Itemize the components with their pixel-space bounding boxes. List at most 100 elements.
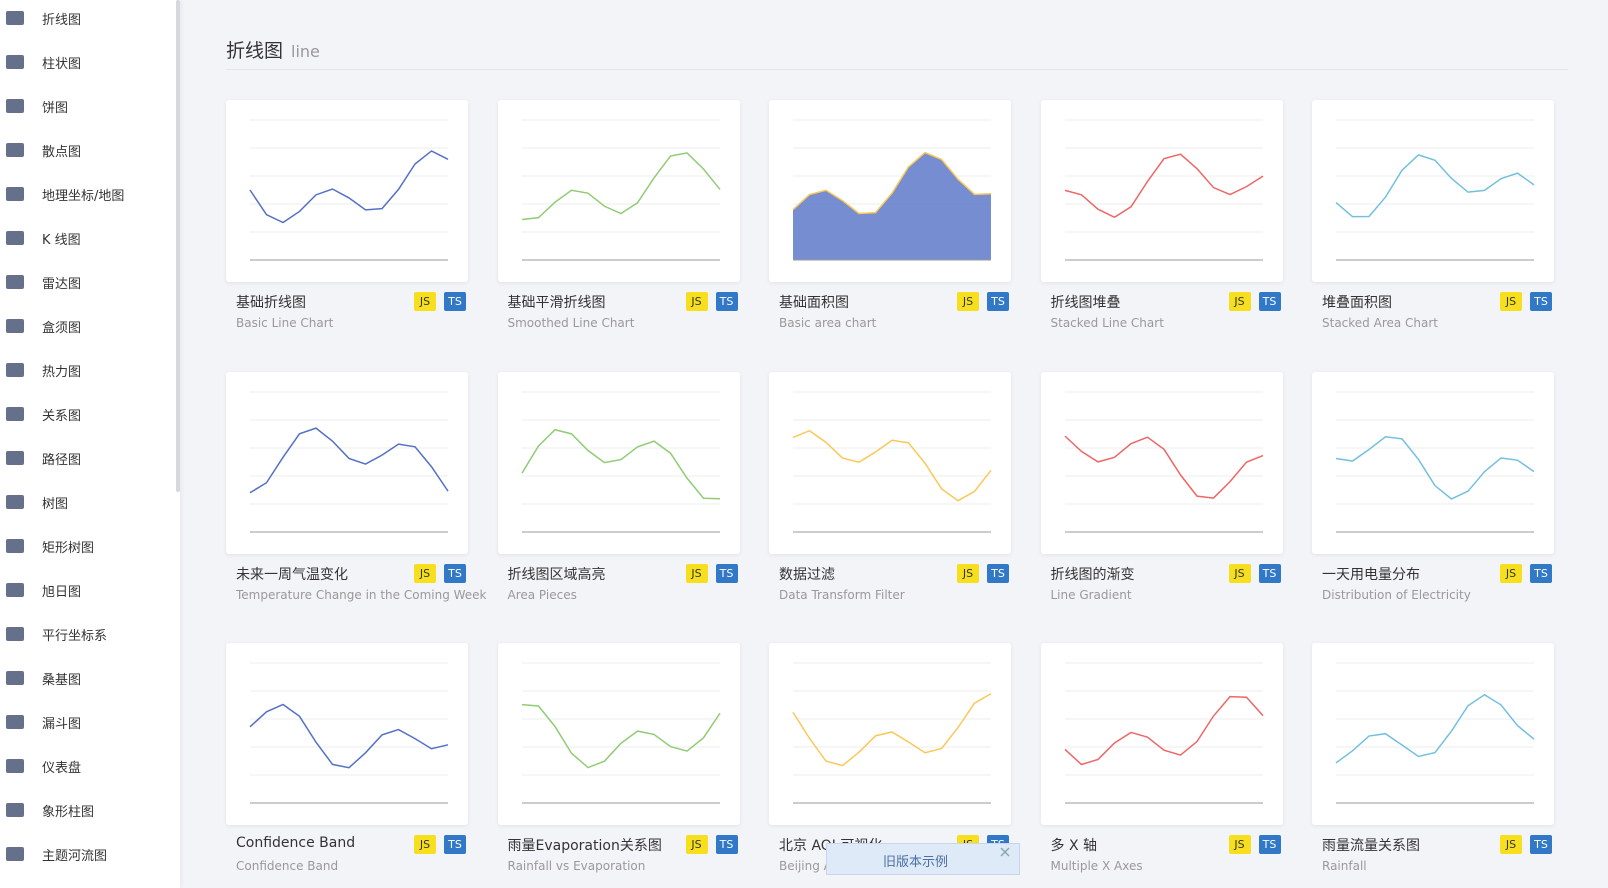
nav-item[interactable]: 旭日图 xyxy=(0,578,81,602)
thumbnail[interactable] xyxy=(226,100,468,282)
js-badge[interactable]: JS xyxy=(414,835,436,854)
card-title[interactable]: 基础面积图 xyxy=(779,295,849,311)
js-badge[interactable]: JS xyxy=(1228,292,1251,311)
nav-item[interactable]: 桑基图 xyxy=(0,666,81,690)
js-badge[interactable]: JS xyxy=(1228,563,1251,583)
nav-label[interactable]: 柱状图 xyxy=(42,56,82,72)
ts-badge[interactable]: TS xyxy=(987,292,1009,311)
close-icon[interactable] xyxy=(999,846,1011,858)
nav-label[interactable]: 散点图 xyxy=(42,144,82,160)
nav-label[interactable]: 地理坐标/地图 xyxy=(42,188,125,204)
card-title[interactable]: 未来一周气温变化 xyxy=(236,566,348,583)
js-badge[interactable]: JS xyxy=(1500,292,1522,311)
card-title[interactable]: 折线图堆叠 xyxy=(1050,295,1121,311)
nav-label[interactable]: 树图 xyxy=(42,496,69,512)
thumbnail[interactable] xyxy=(1312,100,1554,282)
example-card[interactable]: 数据过滤 Data Transform Filter JS TS xyxy=(769,371,1011,602)
nav-label[interactable]: 桑基图 xyxy=(42,672,82,688)
card-title[interactable]: Confidence Band xyxy=(236,835,356,851)
popup-label[interactable]: 旧版本示例 xyxy=(883,855,949,870)
js-badge[interactable]: JS xyxy=(414,563,436,583)
nav-label[interactable]: 盒须图 xyxy=(42,320,82,336)
js-badge[interactable]: JS xyxy=(685,835,708,854)
nav-item[interactable]: 散点图 xyxy=(0,138,81,162)
ts-badge[interactable]: TS xyxy=(715,292,738,311)
example-card[interactable]: 雨量流量关系图 Rainfall JS TS xyxy=(1312,643,1554,873)
ts-badge[interactable]: TS xyxy=(444,835,466,854)
popup[interactable]: 旧版本示例 xyxy=(826,843,1020,875)
nav-label[interactable]: 漏斗图 xyxy=(42,716,82,732)
nav-label[interactable]: 主题河流图 xyxy=(42,848,108,864)
js-badge[interactable]: JS xyxy=(957,563,979,583)
thumbnail[interactable] xyxy=(497,643,740,825)
example-card[interactable]: 堆叠面积图 Stacked Area Chart JS TS xyxy=(1312,100,1554,330)
example-card[interactable]: 折线图的渐变 Line Gradient JS TS xyxy=(1040,371,1283,602)
example-card[interactable]: 雨量Evaporation关系图 Rainfall vs Evaporation J… xyxy=(497,643,740,873)
card-title[interactable]: 堆叠面积图 xyxy=(1322,295,1392,311)
ts-badge[interactable]: TS xyxy=(444,563,466,583)
nav-item[interactable]: 矩形树图 xyxy=(0,534,94,558)
nav-label[interactable]: 矩形树图 xyxy=(42,540,95,556)
nav-item[interactable]: 平行坐标系 xyxy=(0,622,107,646)
nav-item[interactable]: 柱状图 xyxy=(0,50,81,74)
example-card[interactable]: Confidence Band Confidence Band JS TS xyxy=(226,643,468,873)
nav-label[interactable]: 雷达图 xyxy=(42,276,82,292)
card-title[interactable]: 雨量流量关系图 xyxy=(1322,838,1420,854)
nav-item[interactable]: 雷达图 xyxy=(0,270,81,294)
nav-item[interactable]: 热力图 xyxy=(0,358,81,382)
thumbnail[interactable] xyxy=(226,371,468,554)
thumbnail[interactable] xyxy=(769,643,1011,825)
nav-label[interactable]: 路径图 xyxy=(42,452,82,468)
nav-label[interactable]: 旭日图 xyxy=(42,584,82,600)
nav-item[interactable]: 树图 xyxy=(0,490,68,514)
js-badge[interactable]: JS xyxy=(414,292,436,311)
card-title[interactable]: 数据过滤 xyxy=(779,566,835,583)
js-badge[interactable]: JS xyxy=(1500,835,1522,854)
nav-label[interactable]: 象形柱图 xyxy=(42,804,95,820)
nav-item[interactable]: 路径图 xyxy=(0,446,81,470)
nav-item[interactable]: 饼图 xyxy=(0,94,68,118)
js-badge[interactable]: JS xyxy=(957,292,979,311)
scrollbar[interactable] xyxy=(176,0,180,492)
nav-label[interactable]: 饼图 xyxy=(42,100,69,116)
ts-badge[interactable]: TS xyxy=(715,835,738,854)
nav-item[interactable]: 漏斗图 xyxy=(0,710,81,734)
nav-label[interactable]: K 线图 xyxy=(42,232,81,248)
thumbnail[interactable] xyxy=(1040,643,1283,825)
js-badge[interactable]: JS xyxy=(1228,835,1251,854)
ts-badge[interactable]: TS xyxy=(444,292,466,311)
ts-badge[interactable]: TS xyxy=(715,563,738,583)
example-card[interactable]: 未来一周气温变化 Temperature Change in the Coming… xyxy=(226,371,487,602)
thumbnail[interactable] xyxy=(769,371,1011,554)
thumbnail[interactable] xyxy=(497,371,740,554)
thumbnail[interactable] xyxy=(1312,643,1554,825)
card-title[interactable]: 折线图区域高亮 xyxy=(507,566,606,583)
card-title[interactable]: 雨量Evaporation关系图 xyxy=(507,838,662,854)
thumbnail[interactable] xyxy=(226,643,468,825)
nav-item[interactable]: 折线图 xyxy=(0,6,81,30)
example-card[interactable]: 一天用电量分布 Distribution of Electricity JS TS xyxy=(1312,371,1554,602)
card-title[interactable]: 基础平滑折线图 xyxy=(507,295,606,311)
js-badge[interactable]: JS xyxy=(1500,563,1522,583)
nav-label[interactable]: 折线图 xyxy=(42,12,82,28)
ts-badge[interactable]: TS xyxy=(1530,292,1552,311)
example-card[interactable]: 基础平滑折线图 Smoothed Line Chart JS TS xyxy=(497,100,740,330)
ts-badge[interactable]: TS xyxy=(1258,835,1281,854)
example-card[interactable]: 北京 AQI 可视化Beijing AQIJSTS xyxy=(769,643,1011,873)
ts-badge[interactable]: TS xyxy=(1258,292,1281,311)
nav-item[interactable]: 关系图 xyxy=(0,402,81,426)
nav-label[interactable]: 热力图 xyxy=(42,364,82,380)
card-title[interactable]: 折线图的渐变 xyxy=(1050,566,1135,583)
card-title[interactable]: 多 X 轴 xyxy=(1050,838,1098,854)
nav-item[interactable]: 仪表盘 xyxy=(0,754,81,778)
nav-item[interactable]: 地理坐标/地图 xyxy=(0,182,124,206)
nav-item[interactable]: 象形柱图 xyxy=(0,798,94,822)
ts-badge[interactable]: TS xyxy=(1258,563,1281,583)
example-card[interactable]: 基础折线图 Basic Line Chart JS TS xyxy=(226,100,468,330)
example-card[interactable]: 基础面积图 Basic area chart JS TS xyxy=(769,100,1011,330)
thumbnail[interactable] xyxy=(497,100,740,282)
example-card[interactable]: 多 X 轴 Multiple X Axes JS TS xyxy=(1040,643,1283,873)
example-card[interactable]: 折线图区域高亮 Area Pieces JS TS xyxy=(497,371,740,602)
example-card[interactable]: 折线图堆叠 Stacked Line Chart JS TS xyxy=(1040,100,1283,330)
ts-badge[interactable]: TS xyxy=(1530,563,1552,583)
